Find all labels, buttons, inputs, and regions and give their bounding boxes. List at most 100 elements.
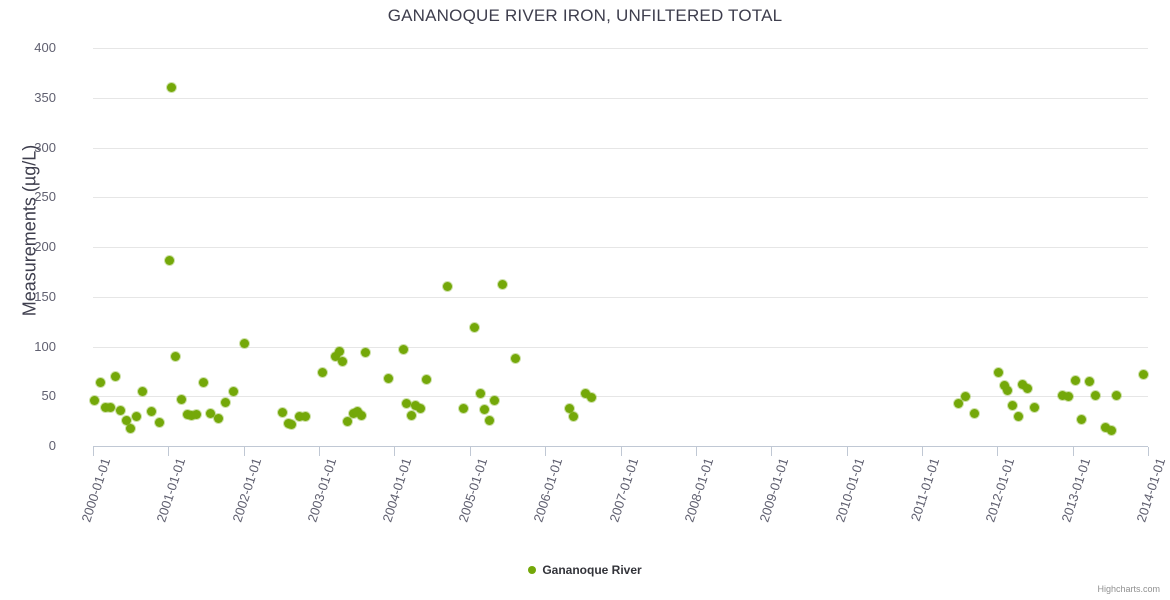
- data-point[interactable]: [1071, 375, 1081, 385]
- legend-item-gananoque-river[interactable]: Gananoque River: [528, 562, 642, 577]
- x-tick-mark: [469, 447, 471, 456]
- y-gridline: [93, 346, 1148, 348]
- y-gridline: [93, 197, 1148, 199]
- data-point[interactable]: [126, 423, 136, 433]
- data-point[interactable]: [970, 408, 980, 418]
- x-tick-label: 2001-01-01: [153, 456, 189, 524]
- data-point[interactable]: [994, 367, 1004, 377]
- data-point[interactable]: [116, 405, 126, 415]
- data-point[interactable]: [1018, 379, 1028, 389]
- data-point[interactable]: [406, 410, 416, 420]
- data-point[interactable]: [415, 403, 425, 413]
- data-point[interactable]: [343, 416, 353, 426]
- data-point[interactable]: [101, 402, 111, 412]
- data-point[interactable]: [1138, 369, 1148, 379]
- data-point[interactable]: [475, 388, 485, 398]
- data-point[interactable]: [442, 282, 452, 292]
- data-point[interactable]: [510, 353, 520, 363]
- data-point[interactable]: [1057, 390, 1067, 400]
- y-gridline: [93, 97, 1148, 99]
- chart-legend: Gananoque River: [0, 562, 1170, 577]
- data-point[interactable]: [587, 392, 597, 402]
- data-point[interactable]: [1000, 380, 1010, 390]
- x-tick-mark: [846, 447, 848, 456]
- data-point[interactable]: [278, 407, 288, 417]
- data-point[interactable]: [498, 280, 508, 290]
- data-point[interactable]: [490, 395, 500, 405]
- data-point[interactable]: [1101, 422, 1111, 432]
- data-point[interactable]: [182, 409, 192, 419]
- data-point[interactable]: [171, 351, 181, 361]
- data-point[interactable]: [1022, 383, 1032, 393]
- data-point[interactable]: [187, 410, 197, 420]
- data-point[interactable]: [192, 409, 202, 419]
- plot-area: 0 50 100 150 200 250 300 350 400: [34, 41, 1148, 452]
- data-point[interactable]: [239, 339, 249, 348]
- data-point[interactable]: [1013, 411, 1023, 421]
- data-point[interactable]: [334, 346, 344, 356]
- data-point[interactable]: [1077, 414, 1087, 424]
- data-point[interactable]: [1090, 390, 1100, 400]
- y-tick-label: 200: [34, 239, 56, 254]
- y-gridline: [93, 396, 1148, 398]
- data-point[interactable]: [569, 411, 579, 421]
- data-point[interactable]: [105, 402, 115, 412]
- data-point[interactable]: [331, 351, 341, 361]
- y-tick-label: 150: [34, 288, 56, 304]
- data-point[interactable]: [166, 83, 176, 93]
- data-point[interactable]: [287, 419, 297, 429]
- x-tick-label: 2000-01-01: [78, 456, 114, 524]
- x-tick-label: 2007-01-01: [605, 456, 641, 524]
- data-point[interactable]: [121, 415, 131, 425]
- data-point[interactable]: [401, 398, 411, 408]
- data-point[interactable]: [221, 397, 231, 407]
- data-point[interactable]: [469, 323, 479, 333]
- data-point[interactable]: [154, 417, 164, 427]
- x-tick-mark: [695, 447, 697, 456]
- y-tick-label: 350: [34, 89, 56, 105]
- data-point[interactable]: [961, 391, 971, 401]
- data-point[interactable]: [228, 386, 238, 396]
- chart-title: GANANOQUE RIVER IRON, UNFILTERED TOTAL: [387, 6, 783, 25]
- data-point[interactable]: [337, 356, 347, 366]
- data-point[interactable]: [96, 377, 106, 387]
- data-point[interactable]: [294, 411, 304, 421]
- data-point[interactable]: [1107, 425, 1117, 435]
- data-point[interactable]: [1084, 376, 1094, 386]
- data-point[interactable]: [198, 377, 208, 387]
- data-point[interactable]: [953, 398, 963, 408]
- data-point[interactable]: [318, 367, 328, 377]
- x-tick-label: 2014-01-01: [1133, 456, 1169, 524]
- data-point[interactable]: [361, 347, 371, 357]
- data-point[interactable]: [1030, 402, 1040, 412]
- data-point[interactable]: [1063, 391, 1073, 401]
- data-point[interactable]: [581, 388, 591, 398]
- data-point[interactable]: [165, 256, 175, 266]
- x-tick-label: 2004-01-01: [379, 456, 415, 524]
- data-point[interactable]: [111, 371, 121, 381]
- data-point[interactable]: [176, 394, 186, 404]
- data-point[interactable]: [147, 406, 157, 416]
- data-point[interactable]: [138, 386, 148, 396]
- data-point[interactable]: [206, 408, 216, 418]
- data-point[interactable]: [1111, 390, 1121, 400]
- data-point[interactable]: [398, 344, 408, 354]
- data-point[interactable]: [301, 411, 310, 421]
- data-point[interactable]: [459, 403, 469, 413]
- data-point[interactable]: [480, 404, 490, 414]
- data-point[interactable]: [411, 400, 421, 410]
- data-point[interactable]: [383, 373, 393, 383]
- data-point[interactable]: [564, 403, 574, 413]
- data-point[interactable]: [421, 374, 431, 384]
- data-point[interactable]: [1007, 400, 1017, 410]
- x-tick-mark: [243, 447, 245, 456]
- data-point[interactable]: [132, 411, 142, 421]
- data-point[interactable]: [1003, 385, 1013, 395]
- x-tick-mark: [1072, 447, 1074, 456]
- y-tick-label: 50: [41, 388, 56, 404]
- chart-credits[interactable]: Highcharts.com: [1097, 584, 1160, 594]
- data-point[interactable]: [90, 395, 99, 405]
- data-point[interactable]: [484, 415, 494, 425]
- data-point[interactable]: [213, 413, 223, 423]
- data-point[interactable]: [356, 410, 366, 420]
